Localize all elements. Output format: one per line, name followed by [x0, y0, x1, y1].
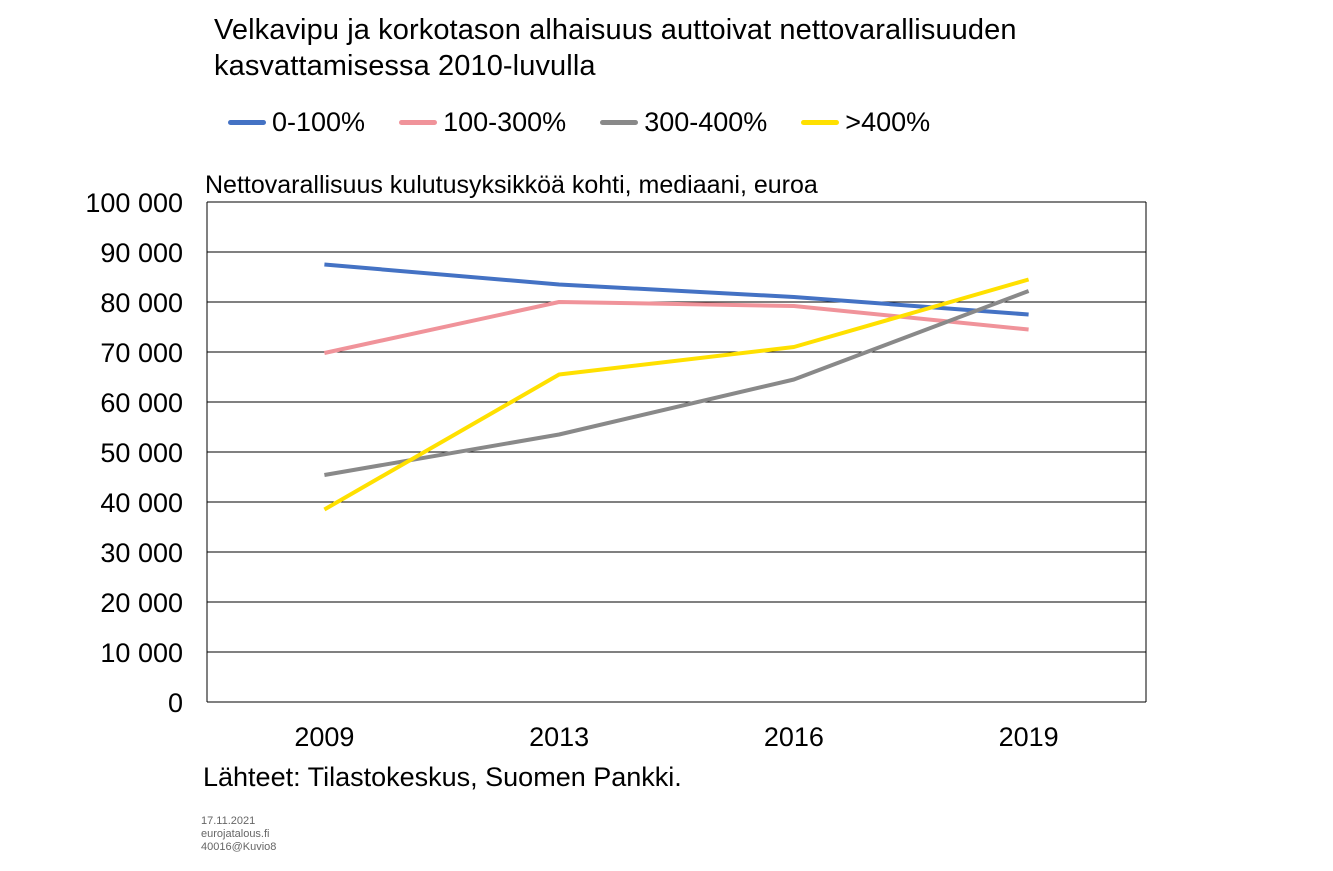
y-tick-label: 10 000: [100, 638, 183, 668]
x-tick-label: 2016: [764, 722, 824, 752]
series-lines: [323, 262, 1030, 512]
footer: 17.11.2021 eurojatalous.fi 40016@Kuvio8: [201, 815, 276, 854]
footer-site: eurojatalous.fi: [201, 828, 270, 840]
legend-label: 100-300%: [443, 106, 567, 137]
x-axis-ticks: 2009 2013 2016 2019: [294, 722, 1058, 752]
x-tick-label: 2019: [999, 722, 1059, 752]
legend: 0-100% 100-300% 300-400% >400%: [228, 104, 964, 140]
legend-swatch: [228, 119, 266, 125]
legend-swatch: [801, 119, 840, 125]
y-axis-ticks: 0 10 000 20 000 30 000 40 000 50 000 60 000 70 …: [85, 188, 183, 718]
legend-item-3: >400%: [801, 107, 930, 138]
y-tick-label: 0: [168, 688, 183, 718]
legend-label: >400%: [845, 106, 931, 137]
legend-label: 300-400%: [644, 106, 768, 137]
legend-swatch: [600, 119, 639, 125]
legend-item-0: 0-100%: [228, 107, 365, 138]
series-line-0: [324, 262, 1029, 317]
y-tick-label: 70 000: [100, 338, 183, 368]
legend-label: 0-100%: [272, 106, 366, 137]
x-tick-label: 2013: [529, 722, 589, 752]
legend-swatch: [399, 119, 438, 125]
y-tick-label: 50 000: [100, 438, 183, 468]
y-tick-label: 30 000: [100, 538, 183, 568]
chart-subtitle: Nettovarallisuus kulutusyksikköä kohti, …: [205, 171, 818, 199]
series-line-3: [323, 277, 1030, 512]
y-tick-label: 40 000: [100, 488, 183, 518]
y-tick-label: 100 000: [85, 188, 183, 218]
y-tick-label: 20 000: [100, 588, 183, 618]
footer-code: 40016@Kuvio8: [201, 841, 277, 853]
series-line-2: [324, 289, 1030, 477]
legend-item-1: 100-300%: [399, 107, 566, 138]
y-tick-label: 90 000: [100, 238, 183, 268]
chart-title: Velkavipu ja korkotason alhaisuus auttoi…: [214, 14, 1017, 82]
legend-item-2: 300-400%: [600, 107, 767, 138]
footer-date: 17.11.2021: [201, 815, 256, 827]
x-tick-label: 2009: [294, 722, 354, 752]
y-tick-label: 80 000: [100, 288, 183, 318]
source-note: Lähteet: Tilastokeskus, Suomen Pankki.: [203, 762, 682, 792]
gridlines: [206, 201, 1147, 703]
series-line-1: [323, 300, 1029, 355]
y-tick-label: 60 000: [100, 388, 183, 418]
